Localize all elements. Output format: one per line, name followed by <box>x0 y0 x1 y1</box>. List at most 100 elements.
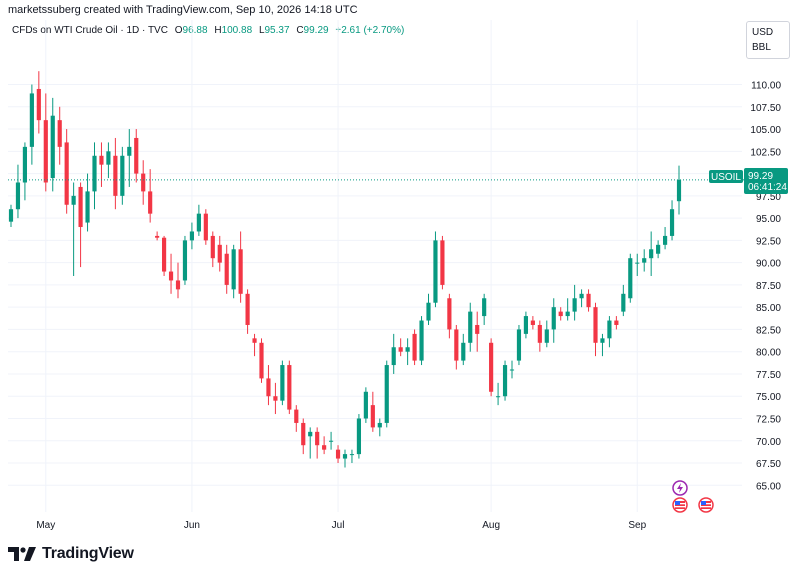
candle-body <box>335 449 341 459</box>
candle-up <box>544 320 549 348</box>
candle-up <box>621 284 626 317</box>
candle-down <box>238 231 243 303</box>
candle-down <box>57 106 62 165</box>
candle-body <box>544 329 549 343</box>
candle-down <box>412 329 417 366</box>
candle-body <box>398 347 403 352</box>
candle-body <box>50 115 55 179</box>
price-tick-label: 67.50 <box>756 459 781 470</box>
event-icons[interactable] <box>672 480 714 513</box>
candle-up <box>384 360 389 428</box>
candle-up <box>127 129 132 187</box>
candle-up <box>662 227 668 250</box>
candle-down <box>558 307 563 321</box>
tradingview-logo[interactable]: TradingView <box>8 545 134 563</box>
candle-body <box>148 191 153 214</box>
currency-unit-selector[interactable]: USD BBL <box>746 21 790 59</box>
candle-body <box>210 235 215 259</box>
candle-body <box>308 431 313 437</box>
candle-body <box>64 142 69 205</box>
candle-body <box>182 240 188 281</box>
candle-down <box>287 360 292 415</box>
candle-body <box>440 240 445 285</box>
candle-body <box>433 240 438 303</box>
candle-body <box>662 235 668 245</box>
candle-up <box>635 253 640 276</box>
candle-body <box>189 231 195 241</box>
candle-body <box>259 342 264 379</box>
candle-body <box>106 151 111 165</box>
lightning-event-icon[interactable] <box>672 480 688 496</box>
candle-body <box>405 347 410 352</box>
candle-up <box>642 249 647 272</box>
us-flag-event-icon[interactable] <box>698 497 714 513</box>
candle-body <box>461 342 466 361</box>
candle-down <box>266 365 271 406</box>
candle-body <box>328 440 334 442</box>
candle-body <box>356 418 362 455</box>
price-tick-label: 77.50 <box>756 370 781 381</box>
candle-body <box>649 249 654 259</box>
candle-down <box>614 316 619 330</box>
tradingview-logo-text: TradingView <box>42 545 134 562</box>
last-price-tag: USOIL 99.29 06:41:24 <box>709 168 788 194</box>
candle-up <box>349 449 355 464</box>
candle-body <box>22 146 28 183</box>
candle-down <box>155 231 160 241</box>
candle-up <box>92 142 97 210</box>
candle-down <box>217 235 222 272</box>
low-value: 95.37 <box>264 25 290 36</box>
candle-body <box>489 342 494 392</box>
candle-up <box>628 253 633 303</box>
candle-body <box>509 369 515 371</box>
time-tick-label: Sep <box>628 520 646 531</box>
candle-up <box>15 164 21 219</box>
candle-up <box>106 142 111 179</box>
candle-body <box>558 311 563 317</box>
candle-up <box>8 204 14 228</box>
price-tick-label: 110.00 <box>751 81 781 92</box>
candle-down <box>273 382 278 415</box>
candle-body <box>238 249 243 294</box>
candle-body <box>43 120 48 183</box>
candle-up <box>551 298 556 343</box>
candle-body <box>294 409 299 423</box>
price-tick-label: 97.50 <box>756 192 781 203</box>
time-tick-label: Aug <box>482 520 500 531</box>
candle-up <box>669 200 675 241</box>
time-tick-label: Jul <box>332 520 345 531</box>
change-value: +2.61 (+2.70%) <box>335 25 405 36</box>
high-label: H <box>214 25 222 36</box>
price-tick-label: 87.50 <box>756 281 781 292</box>
candle-body <box>29 93 34 147</box>
open-value: 96.88 <box>182 25 208 36</box>
candle-up <box>342 449 348 468</box>
candle-body <box>85 191 90 223</box>
us-flag-event-icon[interactable] <box>672 497 688 513</box>
candle-up <box>523 311 529 339</box>
candle-up <box>572 284 577 321</box>
candle-body <box>377 422 382 428</box>
price-tag-bg <box>744 168 788 194</box>
candle-up <box>71 182 76 276</box>
candle-body <box>134 137 139 174</box>
candle-body <box>349 454 355 456</box>
candle-up <box>391 333 396 374</box>
candle-body <box>280 365 285 401</box>
candle-down <box>335 445 341 464</box>
candle-body <box>92 155 97 192</box>
candle-body <box>120 155 125 196</box>
candle-down <box>175 262 181 299</box>
tradingview-logo-icon <box>8 547 36 561</box>
candle-body <box>642 258 647 263</box>
candle-body <box>57 120 62 147</box>
price-axis: 110.00107.50105.00102.50100.0097.5095.00… <box>750 81 781 493</box>
candle-body <box>579 293 584 299</box>
candle-body <box>155 235 160 238</box>
candle-up <box>405 338 410 366</box>
candle-body <box>586 293 591 308</box>
candle-body <box>475 324 480 334</box>
candle-body <box>363 391 368 419</box>
candle-body <box>203 213 208 241</box>
